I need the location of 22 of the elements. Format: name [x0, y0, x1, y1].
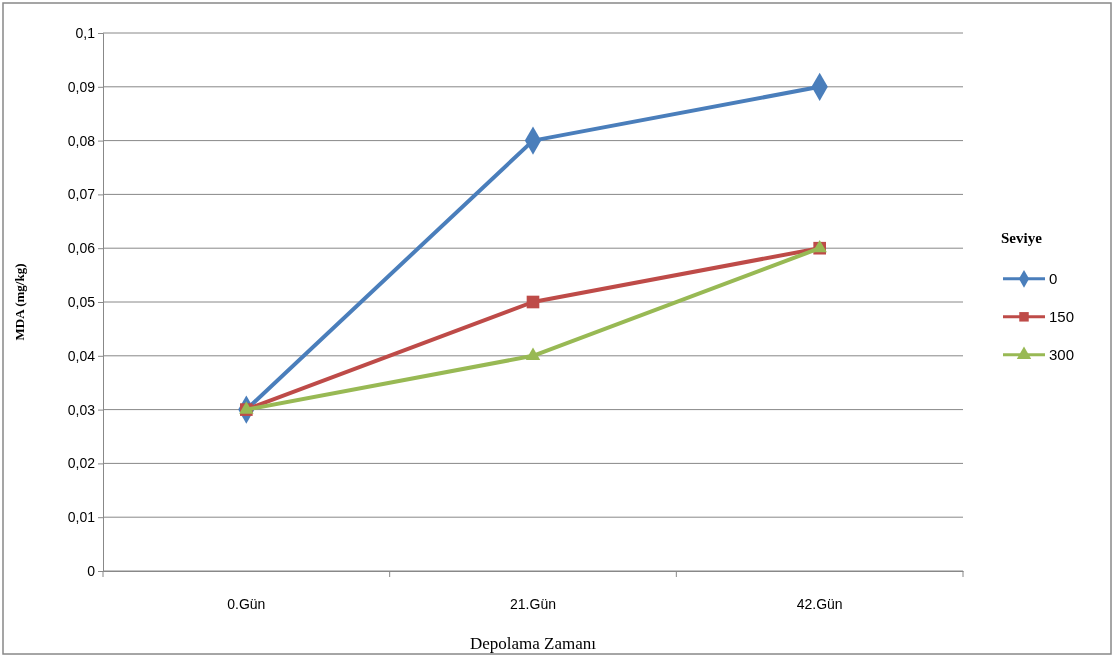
y-tick-label: 0,03 — [67, 401, 96, 418]
y-tick-label: 0,05 — [67, 293, 96, 310]
y-tick-label: 0 — [87, 562, 96, 579]
x-axis-title: Depolama Zamanı — [469, 634, 597, 653]
legend-title: Seviye — [1001, 229, 1043, 246]
y-tick-label: 0,02 — [67, 455, 96, 472]
x-tick-label: 21.Gün — [510, 595, 556, 612]
x-tick-label: 42.Gün — [796, 595, 843, 612]
y-tick-label: 0,07 — [67, 186, 96, 203]
point — [526, 295, 540, 309]
y-axis-title: MDA (mg/kg) — [12, 263, 27, 341]
legend-label: 300 — [1049, 345, 1075, 363]
y-tick-label: 0,08 — [67, 132, 96, 149]
y-tick-label: 0,1 — [75, 24, 96, 41]
legend-label: 0 — [1049, 269, 1058, 287]
y-tick-label: 0,04 — [67, 347, 96, 364]
y-tick-label: 0,09 — [67, 78, 96, 95]
x-tick-label: 0.Gün — [227, 595, 266, 612]
legend-label: 150 — [1049, 307, 1075, 325]
point — [525, 347, 541, 360]
y-tick-label: 0,06 — [67, 240, 96, 257]
y-tick-label: 0,01 — [67, 509, 96, 526]
